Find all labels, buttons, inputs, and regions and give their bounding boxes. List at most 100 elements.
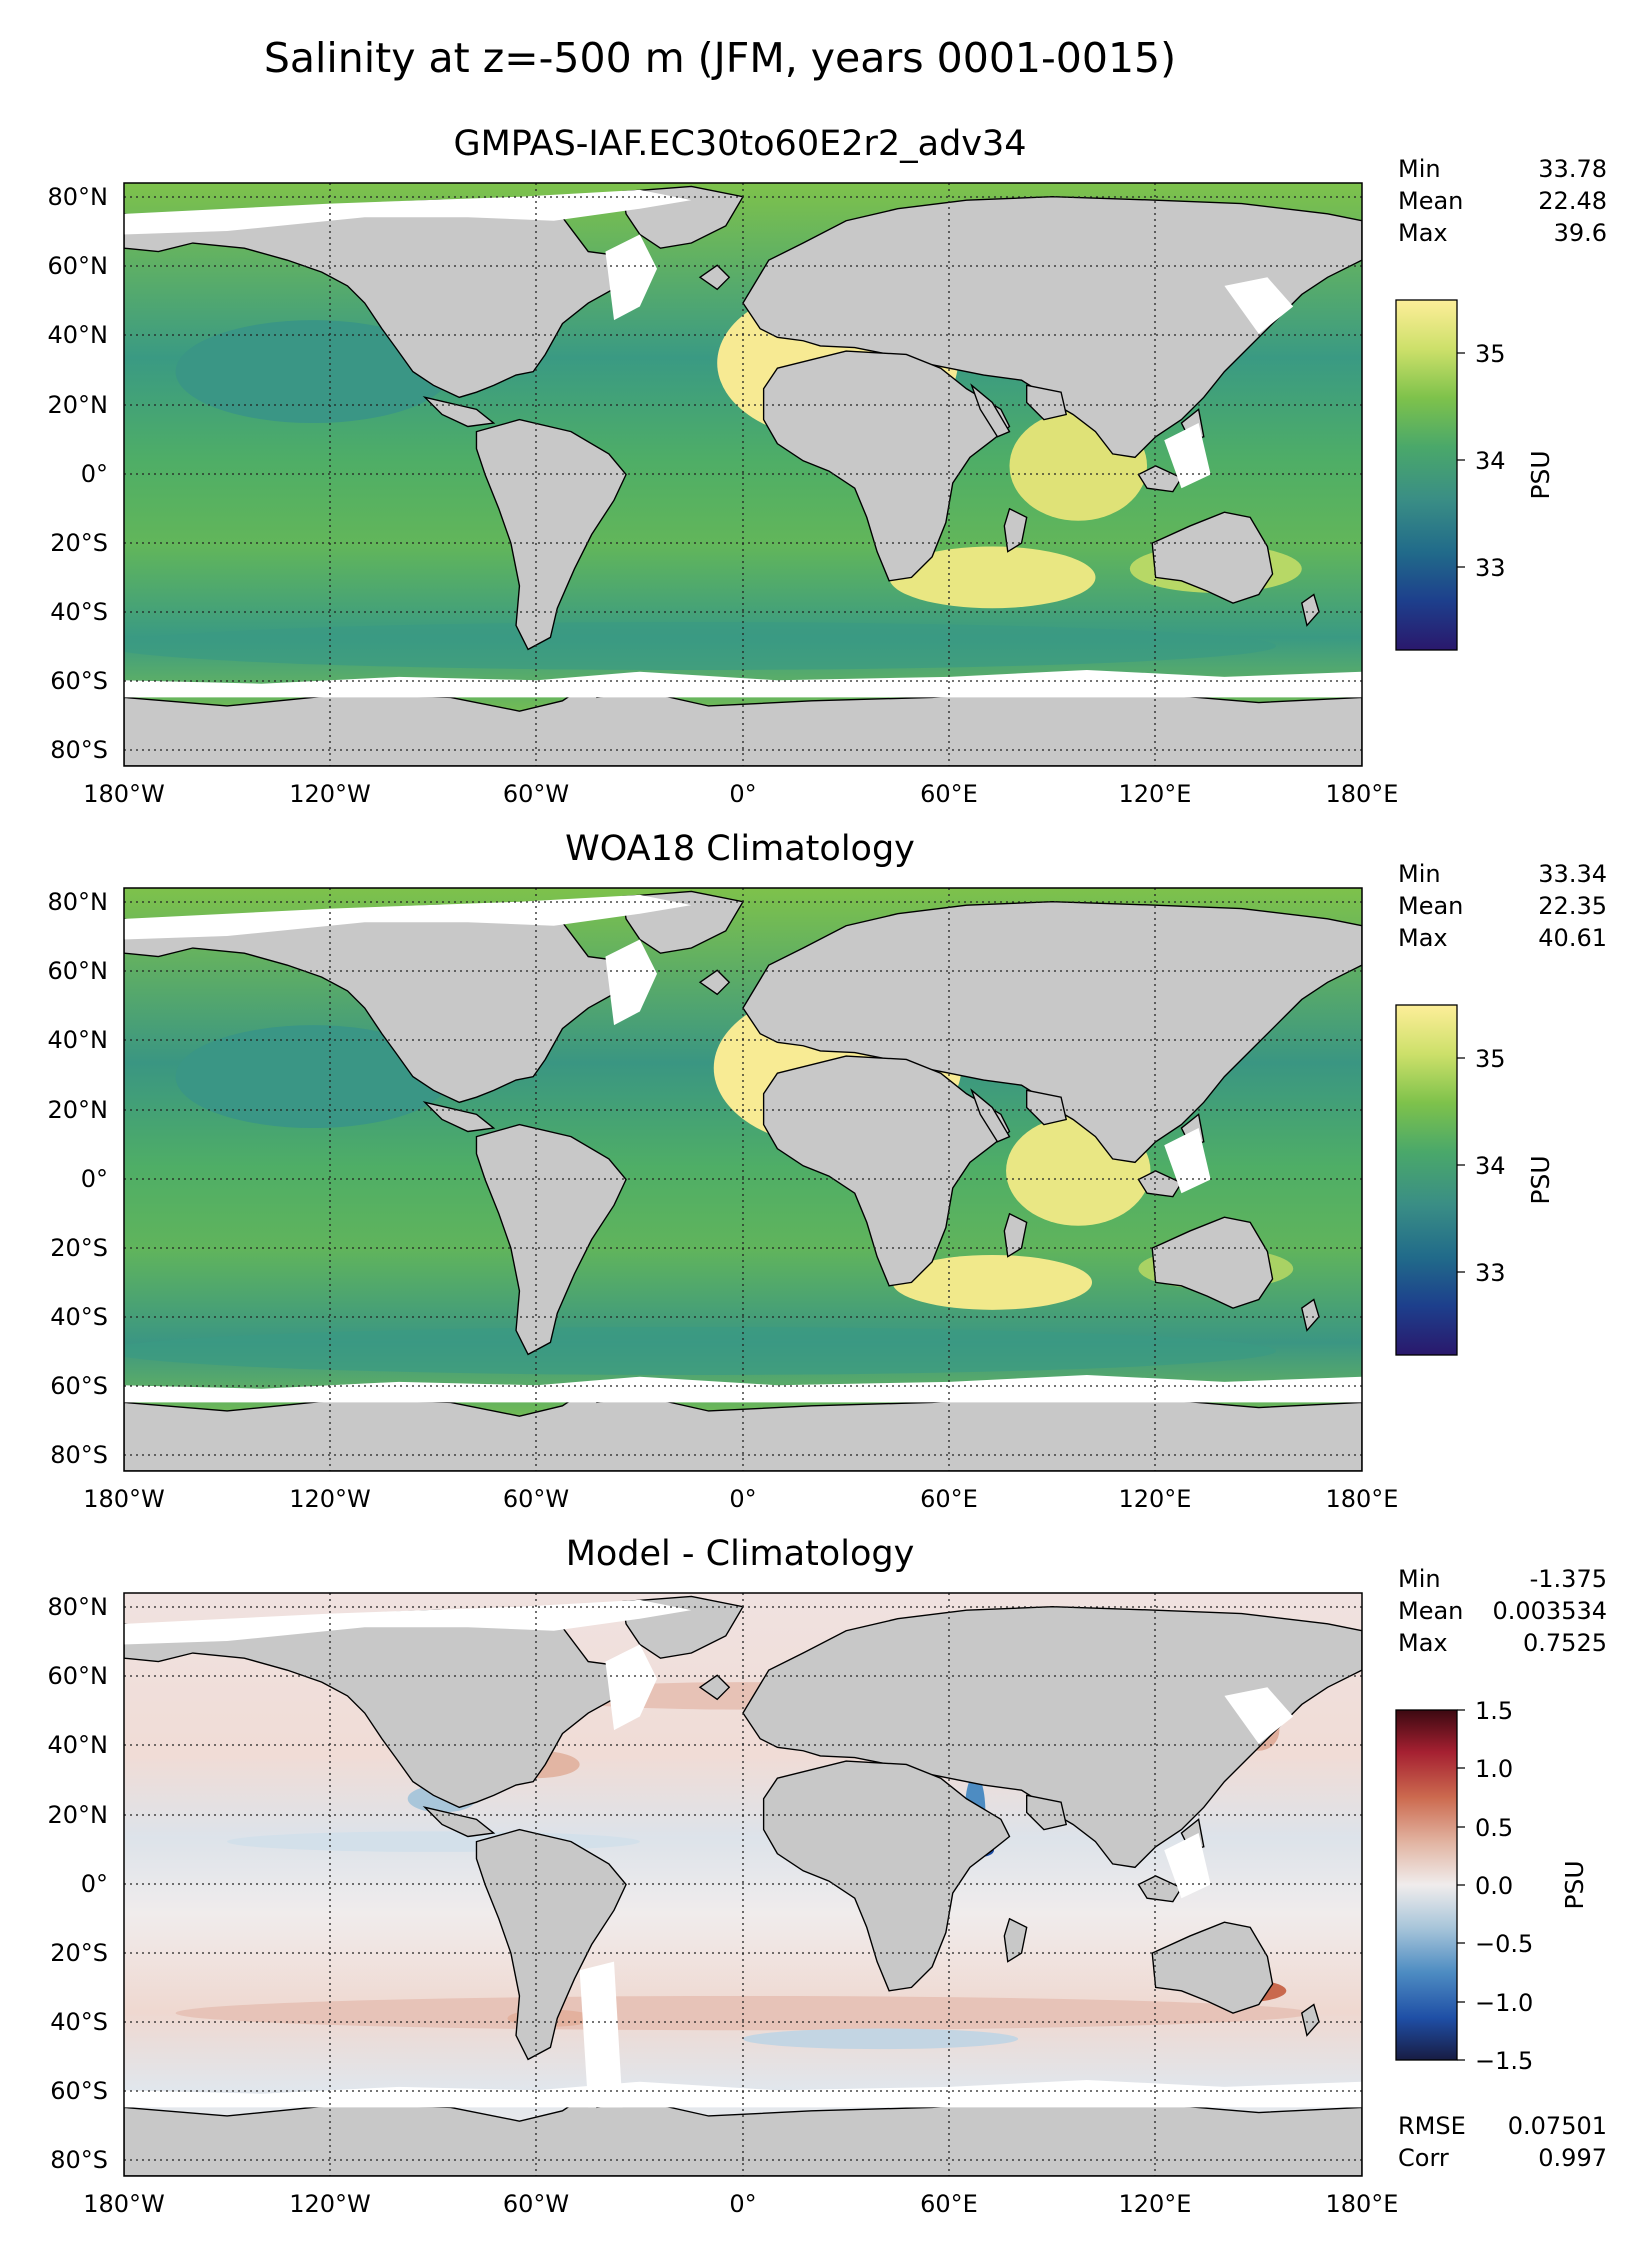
colorbar-ticks [1457, 1709, 1465, 2061]
stat-value: 33.78 [1538, 155, 1607, 183]
lat-tick-labels: 80°N 60°N 40°N 20°N 0° 20°S 40°S 60°S 80… [48, 888, 109, 1469]
lon-tick: 0° [729, 1485, 756, 1513]
figure-title: Salinity at z=-500 m (JFM, years 0001-00… [264, 34, 1176, 82]
colorbar-tick: 0.5 [1475, 1814, 1513, 1842]
lon-tick: 60°W [503, 780, 569, 808]
lat-tick: 20°S [50, 529, 108, 557]
stat-label: Min [1398, 860, 1441, 888]
lon-tick: 60°W [503, 2190, 569, 2218]
lon-tick-labels: 180°W 120°W 60°W 0° 60°E 120°E 180°E [83, 780, 1398, 808]
stat-value: 22.35 [1538, 892, 1607, 920]
stat-value: 0.07501 [1508, 2112, 1607, 2140]
low-salinity-region [175, 1025, 451, 1129]
lon-tick: 180°E [1326, 1485, 1399, 1513]
lat-tick: 20°N [48, 391, 109, 419]
lon-tick: 120°W [289, 780, 371, 808]
lon-tick: 180°W [83, 780, 165, 808]
lat-tick: 40°N [48, 1026, 109, 1054]
lat-tick: 40°S [50, 2008, 108, 2036]
colorbar-tick: −0.5 [1475, 1930, 1533, 1958]
lon-tick: 120°W [289, 1485, 371, 1513]
stat-value: 0.003534 [1492, 1597, 1607, 1625]
panel-model: GMPAS-IAF.EC30to60E2r2_adv34 [48, 124, 1608, 808]
negative-anomaly [742, 2028, 1019, 2050]
lon-tick: 60°E [920, 1485, 978, 1513]
colorbar: 1.5 1.0 0.5 0.0 −0.5 −1.0 −1.5 PSU [1395, 1697, 1589, 2075]
lat-tick: 80°N [48, 888, 109, 916]
lat-tick: 0° [81, 1165, 108, 1193]
lon-tick-labels: 180°W 120°W 60°W 0° 60°E 120°E 180°E [83, 2190, 1398, 2218]
lon-tick: 60°E [920, 780, 978, 808]
colorbar-bar [1395, 299, 1458, 651]
lon-tick: 180°E [1326, 780, 1399, 808]
axes-frame [123, 887, 1363, 1472]
lon-tick: 180°W [83, 1485, 165, 1513]
lat-tick: 80°S [50, 736, 108, 764]
panel-title: GMPAS-IAF.EC30to60E2r2_adv34 [453, 124, 1026, 164]
axes-frame [123, 1592, 1363, 2177]
colorbar-tick: −1.5 [1475, 2047, 1533, 2075]
lon-tick: 60°W [503, 1485, 569, 1513]
lat-tick: 40°S [50, 1303, 108, 1331]
colorbar: 33 34 35 PSU [1395, 1004, 1555, 1356]
map-area [124, 888, 1362, 1471]
lat-tick-labels: 80°N 60°N 40°N 20°N 0° 20°S 40°S 60°S 80… [48, 183, 109, 764]
lon-tick: 0° [729, 780, 756, 808]
lat-tick: 60°S [50, 2077, 108, 2105]
colorbar-tick: 34 [1475, 1152, 1506, 1180]
seaice-gaps [124, 189, 1362, 698]
lat-tick: 40°N [48, 321, 109, 349]
lat-tick: 80°N [48, 1593, 109, 1621]
error-stats-box: RMSE 0.07501 Corr 0.997 [1398, 2112, 1607, 2172]
lon-tick: 180°E [1326, 2190, 1399, 2218]
stat-value: 40.61 [1538, 924, 1607, 952]
lat-tick: 60°N [48, 957, 109, 985]
lat-tick: 20°N [48, 1801, 109, 1829]
stat-value: 39.6 [1554, 219, 1607, 247]
stat-value: -1.375 [1530, 1565, 1607, 1593]
colorbar-tick: −1.0 [1475, 1989, 1533, 2017]
lat-tick: 20°S [50, 1234, 108, 1262]
lat-tick: 60°N [48, 252, 109, 280]
high-salinity-region [892, 1254, 1093, 1310]
lon-tick: 120°E [1119, 1485, 1192, 1513]
lon-tick: 180°W [83, 2190, 165, 2218]
map-area [124, 183, 1362, 766]
colorbar-bar [1395, 1709, 1458, 2061]
lon-tick: 0° [729, 2190, 756, 2218]
stat-label: Min [1398, 1565, 1441, 1593]
stats-box: Min 33.78 Mean 22.48 Max 39.6 [1398, 155, 1607, 247]
stat-label: Corr [1398, 2144, 1449, 2172]
high-salinity-region [889, 546, 1096, 609]
stat-label: Min [1398, 155, 1441, 183]
colorbar-label: PSU [1526, 1155, 1555, 1204]
lat-tick: 0° [81, 1870, 108, 1898]
stat-value: 33.34 [1538, 860, 1607, 888]
stat-label: Mean [1398, 1597, 1463, 1625]
colorbar-ticks [1457, 352, 1465, 568]
stat-value: 0.7525 [1523, 1629, 1607, 1657]
panel-title: Model - Climatology [566, 1534, 915, 1574]
colorbar: 33 34 35 PSU [1395, 299, 1555, 651]
lat-tick: 80°S [50, 2146, 108, 2174]
lon-tick-labels: 180°W 120°W 60°W 0° 60°E 120°E 180°E [83, 1485, 1398, 1513]
axes-frame [123, 182, 1363, 767]
lon-tick: 60°E [920, 2190, 978, 2218]
colorbar-tick: 34 [1475, 447, 1506, 475]
colorbar-label: PSU [1526, 450, 1555, 499]
land [124, 185, 1362, 766]
gridlines [124, 1593, 1362, 2176]
stats-box: Min -1.375 Mean 0.003534 Max 0.7525 [1398, 1565, 1607, 1657]
colorbar-tick: 0.0 [1475, 1872, 1513, 1900]
lat-tick: 0° [81, 460, 108, 488]
lat-tick: 40°S [50, 598, 108, 626]
lat-tick: 80°N [48, 183, 109, 211]
stat-label: Mean [1398, 892, 1463, 920]
colorbar-tick: 33 [1475, 1259, 1506, 1287]
lon-tick: 120°E [1119, 780, 1192, 808]
lat-tick-labels: 80°N 60°N 40°N 20°N 0° 20°S 40°S 60°S 80… [48, 1593, 109, 2174]
lon-tick: 120°E [1119, 2190, 1192, 2218]
stat-label: Max [1398, 924, 1448, 952]
seaice-gaps [124, 1599, 1362, 2108]
